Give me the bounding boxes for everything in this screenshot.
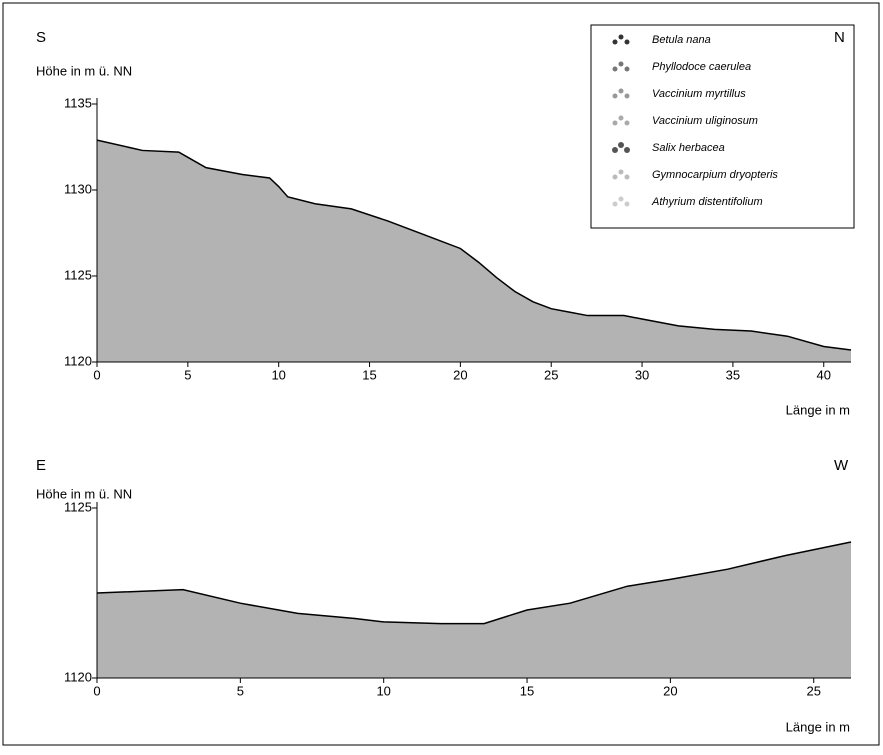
legend-icon (624, 39, 630, 45)
legend-icon (624, 147, 630, 153)
legend-icon (612, 201, 618, 207)
y-axis-title: Höhe in m ü. NN (36, 486, 132, 501)
legend-label: Vaccinium uliginosum (652, 115, 758, 127)
x-axis-title: Länge in m (786, 719, 850, 734)
legend-icon (624, 174, 630, 180)
legend-icon (618, 34, 624, 40)
legend-label: Vaccinium myrtillus (652, 88, 746, 100)
terrain-line (96, 139, 852, 351)
legend-label: Athyrium distentifolium (651, 196, 763, 208)
y-tick-label: 1120 (64, 669, 92, 684)
legend-icon (612, 174, 618, 180)
x-tick-label: 5 (237, 683, 244, 698)
legend-box (590, 24, 855, 229)
legend-icon (624, 93, 630, 99)
x-tick-label: 25 (806, 683, 820, 698)
x-tick-label: 5 (184, 367, 191, 382)
legend-icon (612, 93, 618, 99)
y-tick-label: 1120 (64, 353, 92, 368)
y-tick-label: 1125 (64, 499, 92, 514)
legend-icon (624, 66, 630, 72)
legend-icon (618, 142, 624, 148)
legend-label: Betula nana (652, 34, 711, 46)
legend-icon (618, 169, 624, 175)
x-tick-label: 0 (93, 367, 100, 382)
legend-icon (618, 61, 624, 67)
legend-icon (618, 88, 624, 94)
terrain-line (96, 541, 852, 625)
y-tick-label: 1125 (64, 267, 92, 282)
right-direction: N (834, 29, 845, 46)
legend-icon (618, 115, 624, 121)
y-tick-label: 1130 (64, 181, 92, 196)
x-tick-label: 10 (376, 683, 390, 698)
left-direction: E (36, 457, 46, 474)
x-tick-label: 25 (544, 367, 558, 382)
x-tick-label: 10 (271, 367, 285, 382)
x-tick-label: 30 (635, 367, 649, 382)
legend-label: Salix herbacea (652, 142, 725, 154)
y-tick-label: 1135 (64, 95, 92, 110)
x-tick-label: 20 (453, 367, 467, 382)
terrain-area (97, 542, 851, 678)
x-tick-label: 15 (362, 367, 376, 382)
x-tick-label: 35 (726, 367, 740, 382)
terrain-area (97, 140, 851, 362)
x-tick-label: 40 (817, 367, 831, 382)
legend-icon (612, 66, 618, 72)
legend-icon (612, 39, 618, 45)
x-tick-label: 20 (663, 683, 677, 698)
legend-icon (612, 147, 618, 153)
x-tick-label: 0 (93, 683, 100, 698)
legend-icon (618, 196, 624, 202)
legend-icon (612, 120, 618, 126)
y-axis-title: Höhe in m ü. NN (36, 63, 132, 78)
x-tick-label: 15 (520, 683, 534, 698)
legend-icon (624, 120, 630, 126)
x-axis-title: Länge in m (786, 402, 850, 417)
right-direction: W (834, 457, 849, 474)
legend-label: Phyllodoce caerulea (652, 61, 751, 73)
left-direction: S (36, 29, 46, 46)
legend-label: Gymnocarpium dryopteris (652, 169, 778, 181)
legend-icon (624, 201, 630, 207)
